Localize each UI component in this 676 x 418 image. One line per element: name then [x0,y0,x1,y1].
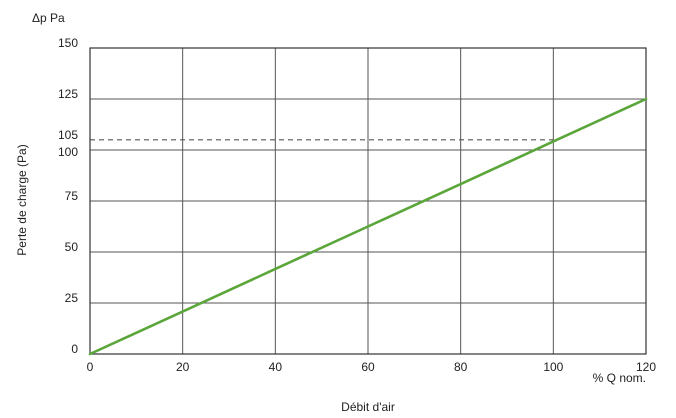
y-tick-75: 75 [65,189,79,203]
y-tick-150: 150 [58,36,78,50]
y-tick-50: 50 [65,240,79,254]
y-tick-125: 125 [58,87,78,101]
plot-border [89,47,647,355]
x-tick-40: 40 [269,360,283,374]
x-tick-100: 100 [543,360,563,374]
y-tick-0: 0 [71,342,78,356]
series-line [88,97,648,356]
plot-frame [89,47,647,355]
y-axis-title: Perte de charge (Pa) [15,144,29,255]
x-tick-0: 0 [87,360,94,374]
x-tick-80: 80 [454,360,468,374]
x-tick-20: 20 [176,360,190,374]
x-tick-60: 60 [361,360,375,374]
grid [89,47,647,355]
y-tick-100: 100 [58,145,78,159]
y-tick-25: 25 [65,291,79,305]
y-tick-labels: 0 25 50 75 100 125 150 [58,36,78,356]
x-tick-120: 120 [636,360,656,374]
y-unit-label: Δp Pa [32,11,65,25]
x-axis-title: Débit d'air [341,400,395,414]
x-unit-label: % Q nom. [593,371,646,385]
x-tick-labels: 0 20 40 60 80 100 120 [87,360,657,374]
reference-line-label: 105 [58,128,78,142]
